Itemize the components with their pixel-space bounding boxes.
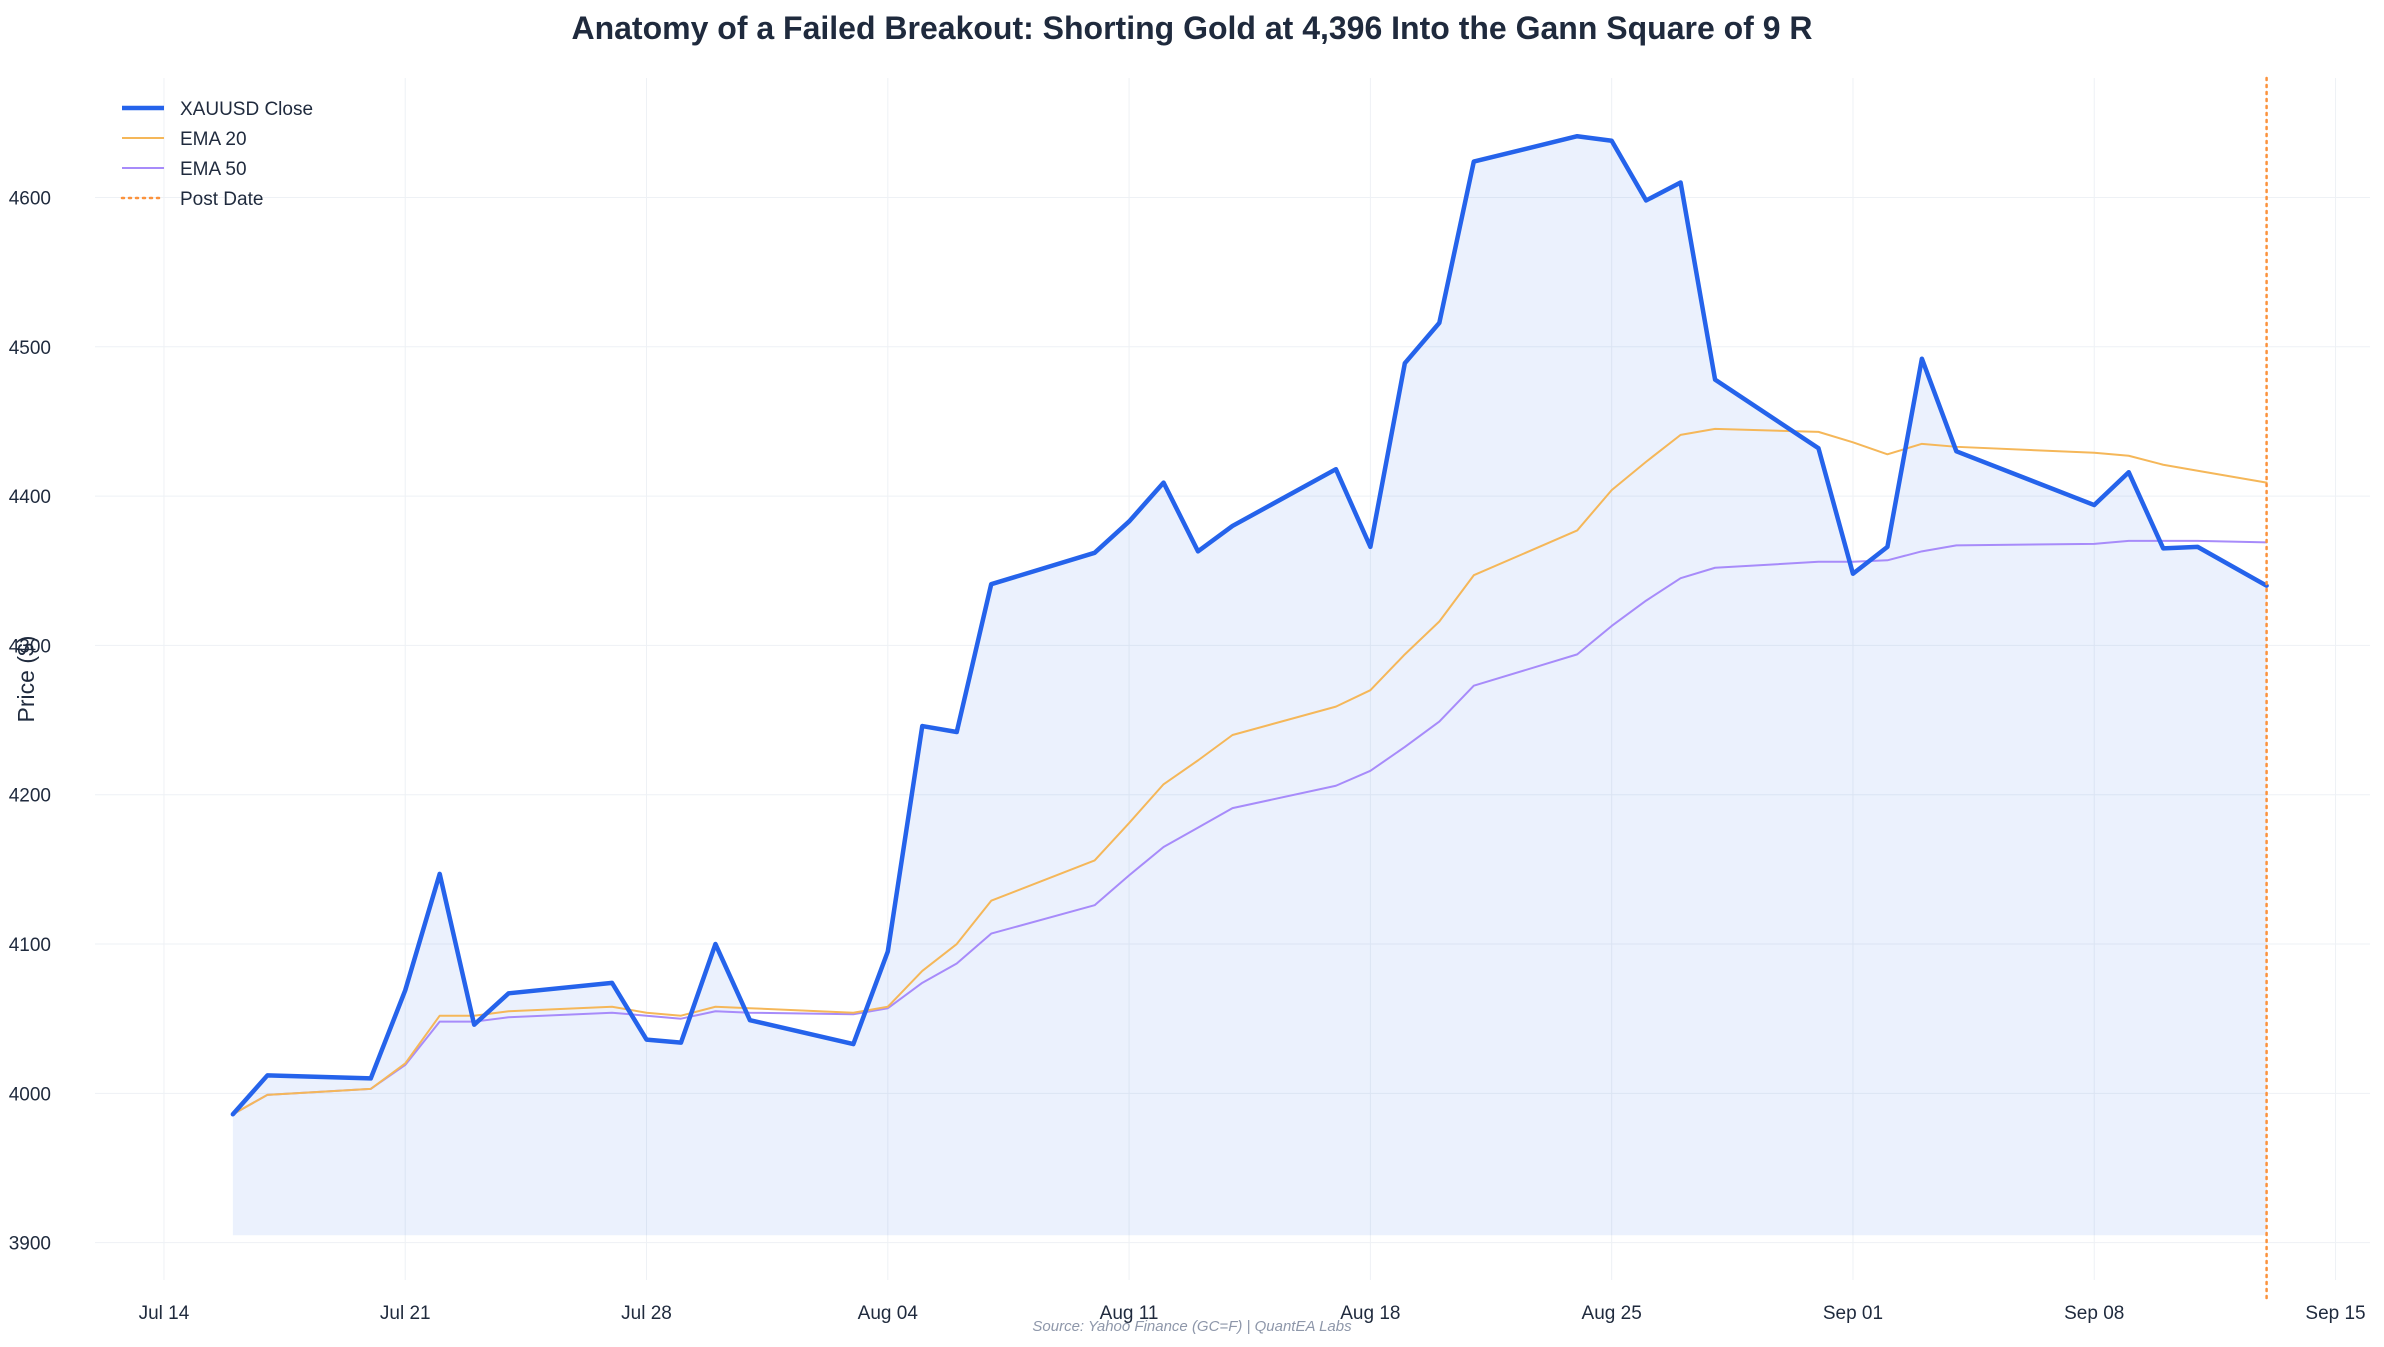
close-area-fill-layer — [232, 136, 2267, 1236]
legend-item: XAUUSD Close — [122, 99, 313, 120]
y-tick-label: 4300 — [9, 636, 51, 657]
y-tick-label: 4500 — [9, 338, 51, 359]
legend-item: EMA 50 — [122, 159, 247, 180]
legend-label: EMA 50 — [180, 159, 247, 180]
y-tick-label: 3900 — [9, 1234, 51, 1255]
x-tick-label: Aug 04 — [858, 1303, 919, 1324]
y-tick-label: 4100 — [9, 935, 51, 956]
x-tick-label: Jul 21 — [380, 1303, 431, 1324]
series-line-xauusd-close — [230, 133, 2269, 1117]
legend-label: EMA 20 — [180, 129, 247, 150]
legend-label: Post Date — [180, 189, 263, 210]
y-tick-label: 4200 — [9, 786, 51, 807]
x-tick-label: Sep 08 — [2064, 1303, 2124, 1324]
series-line-layer — [230, 133, 2269, 1117]
x-tick-label: Aug 11 — [1100, 1303, 1159, 1324]
x-tick-label: Jul 14 — [139, 1303, 190, 1324]
x-tick-label: Aug 25 — [1582, 1303, 1642, 1324]
close-area-fill — [232, 136, 2267, 1236]
legend: XAUUSD Close EMA 20 EMA 50 Post Date — [120, 99, 313, 210]
y-tick-label: 4400 — [9, 487, 51, 508]
series-line-ema-20 — [231, 427, 2268, 1116]
y-tick-label: 4600 — [9, 188, 51, 209]
y-axis-title: Price ($) — [13, 636, 39, 723]
series-line-ema-50 — [231, 539, 2268, 1116]
legend-item: Post Date — [120, 189, 263, 210]
legend-label: XAUUSD Close — [180, 99, 313, 120]
x-tick-label: Aug 18 — [1340, 1303, 1400, 1324]
source-note: Source: Yahoo Finance (GC=F) | QuantEA L… — [1032, 1318, 1352, 1335]
grid-layer — [95, 78, 2370, 1280]
x-tick-label: Sep 01 — [1823, 1303, 1883, 1324]
x-tick-label: Sep 15 — [2305, 1303, 2365, 1324]
legend-item: EMA 20 — [122, 129, 247, 150]
chart-title: Anatomy of a Failed Breakout: Shorting G… — [571, 10, 1813, 46]
y-tick-label: 4000 — [9, 1084, 51, 1105]
x-tick-label: Jul 28 — [621, 1303, 672, 1324]
axis-layer: 3900 4000 4100 4200 4300 4400 4500 4600 Jul 14 Ju… — [9, 188, 2366, 1324]
